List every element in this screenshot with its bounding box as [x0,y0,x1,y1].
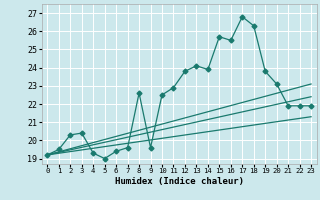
X-axis label: Humidex (Indice chaleur): Humidex (Indice chaleur) [115,177,244,186]
